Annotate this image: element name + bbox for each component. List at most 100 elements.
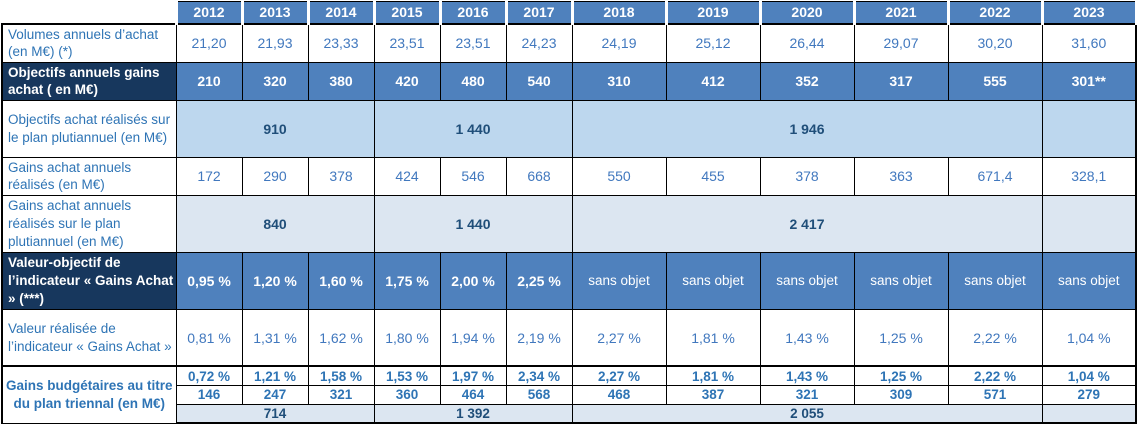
value-cell: 468: [571, 384, 667, 405]
row-gains-annuels: Gains achat annuels réalisés (en M€) 172…: [1, 156, 1137, 196]
merged-value-cell: 840: [175, 194, 375, 253]
value-cell: 2,00 %: [439, 251, 507, 310]
value-cell: sans objet: [947, 251, 1043, 310]
merged-value-cell: 714: [175, 403, 375, 425]
value-cell: sans objet: [853, 251, 949, 310]
value-cell: 571: [947, 384, 1043, 405]
value-cell: 2,27 %: [571, 365, 667, 386]
value-cell: 2,22 %: [947, 308, 1043, 368]
row-objectifs-plan-pluriannuel: Objectifs achat réalisés sur le plan plu…: [1, 99, 1137, 158]
value-cell: 464: [439, 384, 507, 405]
row-volumes-annuels: Volumes annuels d’achat (en M€) (*) 21,2…: [1, 22, 1137, 63]
row-label: Gains budgétaires au titre du plan trien…: [1, 365, 177, 424]
value-cell: 1,20 %: [241, 251, 309, 310]
value-cell: 424: [373, 156, 441, 196]
merged-value-cell: 2 417: [571, 194, 1043, 253]
value-cell: 2,34 %: [505, 365, 573, 386]
value-cell: 1,60 %: [307, 251, 375, 310]
value-cell: 1,58 %: [307, 365, 375, 386]
year-header: 2014: [306, 1, 376, 25]
value-cell: 550: [571, 156, 667, 196]
corner-cell: [2, 1, 176, 24]
year-header: 2012: [174, 1, 244, 25]
value-cell: 317: [853, 61, 949, 101]
value-cell: sans objet: [665, 251, 761, 310]
row-gains-budgetaires-pct: Gains budgétaires au titre du plan trien…: [1, 365, 1137, 424]
value-cell: 568: [505, 384, 573, 405]
value-cell: 1,53 %: [373, 365, 441, 386]
value-cell: 31,60: [1041, 22, 1137, 63]
row-label: Gains achat annuels réalisés sur le plan…: [1, 194, 177, 253]
value-cell: 321: [759, 384, 855, 405]
value-cell: 2,22 %: [947, 365, 1043, 386]
value-cell: 310: [571, 61, 667, 101]
year-header: 2018: [570, 1, 668, 25]
year-header-row: 2012 2013 2014 2015 2016 2017 2018 2019 …: [2, 1, 1137, 25]
value-cell: 29,07: [853, 22, 949, 63]
value-cell: 1,31 %: [241, 308, 309, 368]
value-cell: 0,95 %: [175, 251, 243, 310]
value-cell: 23,51: [439, 22, 507, 63]
row-valeur-realisee: Valeur réalisée de l’indicateur « Gains …: [1, 308, 1137, 368]
value-cell: 363: [853, 156, 949, 196]
value-cell: 328,1: [1041, 156, 1137, 196]
value-cell: 290: [241, 156, 309, 196]
value-cell: 380: [307, 61, 375, 101]
year-header: 2022: [946, 1, 1044, 25]
value-cell: 378: [759, 156, 855, 196]
merged-value-cell: 910: [175, 99, 375, 158]
year-header: 2023: [1040, 1, 1137, 25]
value-cell: 1,25 %: [853, 365, 949, 386]
value-cell: sans objet: [571, 251, 667, 310]
value-cell: 320: [241, 61, 309, 101]
row-label: Gains achat annuels réalisés (en M€): [1, 156, 177, 196]
value-cell: 210: [175, 61, 243, 101]
value-cell: 0,81 %: [175, 308, 243, 368]
value-cell: 21,93: [241, 22, 309, 63]
row-gains-budgetaires-triennal: 714 1 392 2 055: [2, 403, 1137, 425]
empty-cell: [1041, 194, 1137, 253]
value-cell: 0,72 %: [175, 365, 243, 386]
value-cell: 360: [373, 384, 441, 405]
value-cell: 321: [307, 384, 375, 405]
value-cell: 279: [1041, 384, 1137, 405]
value-cell: 1,80 %: [373, 308, 441, 368]
value-cell: 24,19: [571, 22, 667, 63]
row-objectifs-annuels: Objectifs annuels gains achat ( en M€) 2…: [1, 61, 1137, 101]
row-gains-plan-pluriannuel: Gains achat annuels réalisés sur le plan…: [1, 194, 1137, 253]
value-cell: 30,20: [947, 22, 1043, 63]
year-header: 2013: [240, 1, 310, 25]
value-cell: 24,23: [505, 22, 573, 63]
year-header: 2015: [372, 1, 442, 25]
value-cell: 2,27 %: [571, 308, 667, 368]
value-cell: 671,4: [947, 156, 1043, 196]
value-cell: 1,81 %: [665, 308, 761, 368]
value-cell: 2,25 %: [505, 251, 573, 310]
value-cell: 23,51: [373, 22, 441, 63]
value-cell: 352: [759, 61, 855, 101]
value-cell: 412: [665, 61, 761, 101]
merged-value-cell: 1 946: [571, 99, 1043, 158]
year-header: 2020: [758, 1, 856, 25]
value-cell: 480: [439, 61, 507, 101]
merged-value-cell: 1 392: [373, 403, 573, 425]
value-cell: 1,21 %: [241, 365, 309, 386]
value-cell: 1,43 %: [759, 308, 855, 368]
value-cell: 1,81 %: [665, 365, 761, 386]
year-header: 2019: [664, 1, 762, 25]
year-header: 2017: [504, 1, 574, 25]
value-cell: 1,43 %: [759, 365, 855, 386]
row-label: Objectifs achat réalisés sur le plan plu…: [1, 99, 177, 158]
value-cell: 1,75 %: [373, 251, 441, 310]
merged-value-cell: 2 055: [571, 403, 1043, 425]
value-cell: sans objet: [1041, 251, 1137, 310]
empty-cell: [1041, 403, 1137, 425]
value-cell: 23,33: [307, 22, 375, 63]
value-cell: 2,19 %: [505, 308, 573, 368]
row-label: Volumes annuels d’achat (en M€) (*): [1, 22, 177, 63]
value-cell: 301**: [1041, 61, 1137, 101]
value-cell: 1,04 %: [1041, 308, 1137, 368]
value-cell: 420: [373, 61, 441, 101]
value-cell: 1,62 %: [307, 308, 375, 368]
row-valeur-objectif: Valeur-objectif de l’indicateur « Gains …: [1, 251, 1137, 310]
